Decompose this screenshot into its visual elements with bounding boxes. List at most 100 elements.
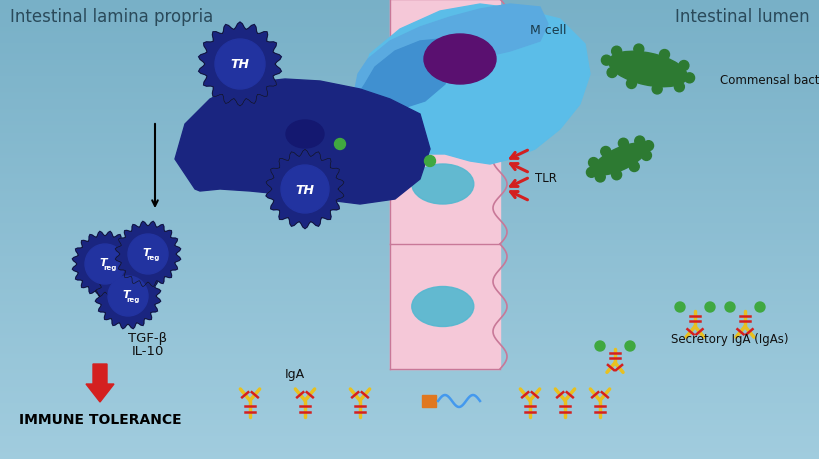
Bar: [0, 340, 819, 341]
Bar: [0, 355, 819, 356]
Bar: [0, 102, 819, 103]
Bar: [0, 179, 819, 180]
Bar: [0, 58, 819, 59]
Bar: [0, 191, 819, 193]
Bar: [0, 68, 819, 69]
Bar: [0, 392, 819, 393]
Bar: [0, 320, 819, 321]
Bar: [0, 60, 819, 61]
Bar: [0, 408, 819, 409]
Bar: [0, 182, 819, 183]
Circle shape: [634, 137, 644, 147]
Bar: [0, 24, 819, 25]
Bar: [0, 156, 819, 157]
Text: TH: TH: [230, 58, 249, 71]
Bar: [0, 107, 819, 108]
Bar: [0, 174, 819, 176]
Circle shape: [678, 62, 688, 71]
Bar: [0, 441, 819, 442]
Bar: [0, 374, 819, 375]
Bar: [0, 30, 819, 31]
Bar: [0, 428, 819, 429]
Polygon shape: [72, 232, 138, 297]
Bar: [0, 258, 819, 259]
Circle shape: [684, 74, 694, 84]
Bar: [0, 27, 819, 28]
Bar: [0, 333, 819, 334]
Bar: [0, 262, 819, 263]
Ellipse shape: [593, 144, 646, 175]
Bar: [0, 210, 819, 211]
Bar: [0, 446, 819, 447]
Bar: [0, 274, 819, 275]
Bar: [0, 145, 819, 146]
Bar: [0, 195, 819, 196]
Bar: [0, 176, 819, 177]
Bar: [0, 319, 819, 320]
Bar: [0, 381, 819, 382]
Bar: [0, 442, 819, 443]
Bar: [0, 33, 819, 34]
Circle shape: [754, 302, 764, 312]
Bar: [0, 34, 819, 35]
Bar: [0, 367, 819, 368]
Bar: [0, 280, 819, 281]
Bar: [0, 318, 819, 319]
Bar: [0, 419, 819, 420]
Bar: [0, 0, 819, 1]
Bar: [0, 177, 819, 178]
Bar: [0, 337, 819, 338]
Polygon shape: [265, 150, 344, 229]
Bar: [0, 241, 819, 242]
Ellipse shape: [411, 287, 473, 327]
Bar: [0, 139, 819, 140]
Bar: [0, 268, 819, 269]
Bar: [390, 125, 500, 245]
Bar: [0, 54, 819, 55]
Ellipse shape: [423, 35, 495, 85]
Bar: [0, 376, 819, 377]
Bar: [0, 142, 819, 143]
Bar: [0, 382, 819, 383]
Bar: [0, 388, 819, 389]
Bar: [0, 66, 819, 67]
Bar: [0, 149, 819, 150]
Bar: [0, 5, 819, 6]
Bar: [0, 398, 819, 399]
Bar: [0, 117, 819, 118]
Bar: [0, 228, 819, 229]
Bar: [0, 62, 819, 63]
Bar: [0, 413, 819, 414]
Bar: [0, 92, 819, 93]
Bar: [0, 350, 819, 351]
Text: T: T: [99, 257, 106, 268]
Bar: [0, 220, 819, 222]
Bar: [0, 161, 819, 162]
Bar: [0, 452, 819, 453]
Bar: [0, 323, 819, 325]
Bar: [0, 100, 819, 101]
Bar: [422, 395, 436, 407]
Bar: [0, 185, 819, 187]
Bar: [0, 423, 819, 424]
Bar: [0, 225, 819, 226]
Bar: [0, 52, 819, 53]
Circle shape: [651, 85, 662, 95]
Bar: [0, 164, 819, 165]
Circle shape: [595, 341, 604, 351]
Bar: [0, 438, 819, 439]
Bar: [0, 44, 819, 45]
Bar: [0, 211, 819, 212]
Bar: [0, 327, 819, 328]
Circle shape: [424, 156, 435, 167]
Circle shape: [334, 139, 345, 150]
Bar: [0, 410, 819, 411]
Bar: [0, 61, 819, 62]
Bar: [0, 397, 819, 398]
Circle shape: [618, 139, 627, 149]
Bar: [0, 165, 819, 166]
Bar: [0, 390, 819, 391]
Bar: [0, 361, 819, 362]
Bar: [0, 103, 819, 104]
Bar: [0, 454, 819, 455]
